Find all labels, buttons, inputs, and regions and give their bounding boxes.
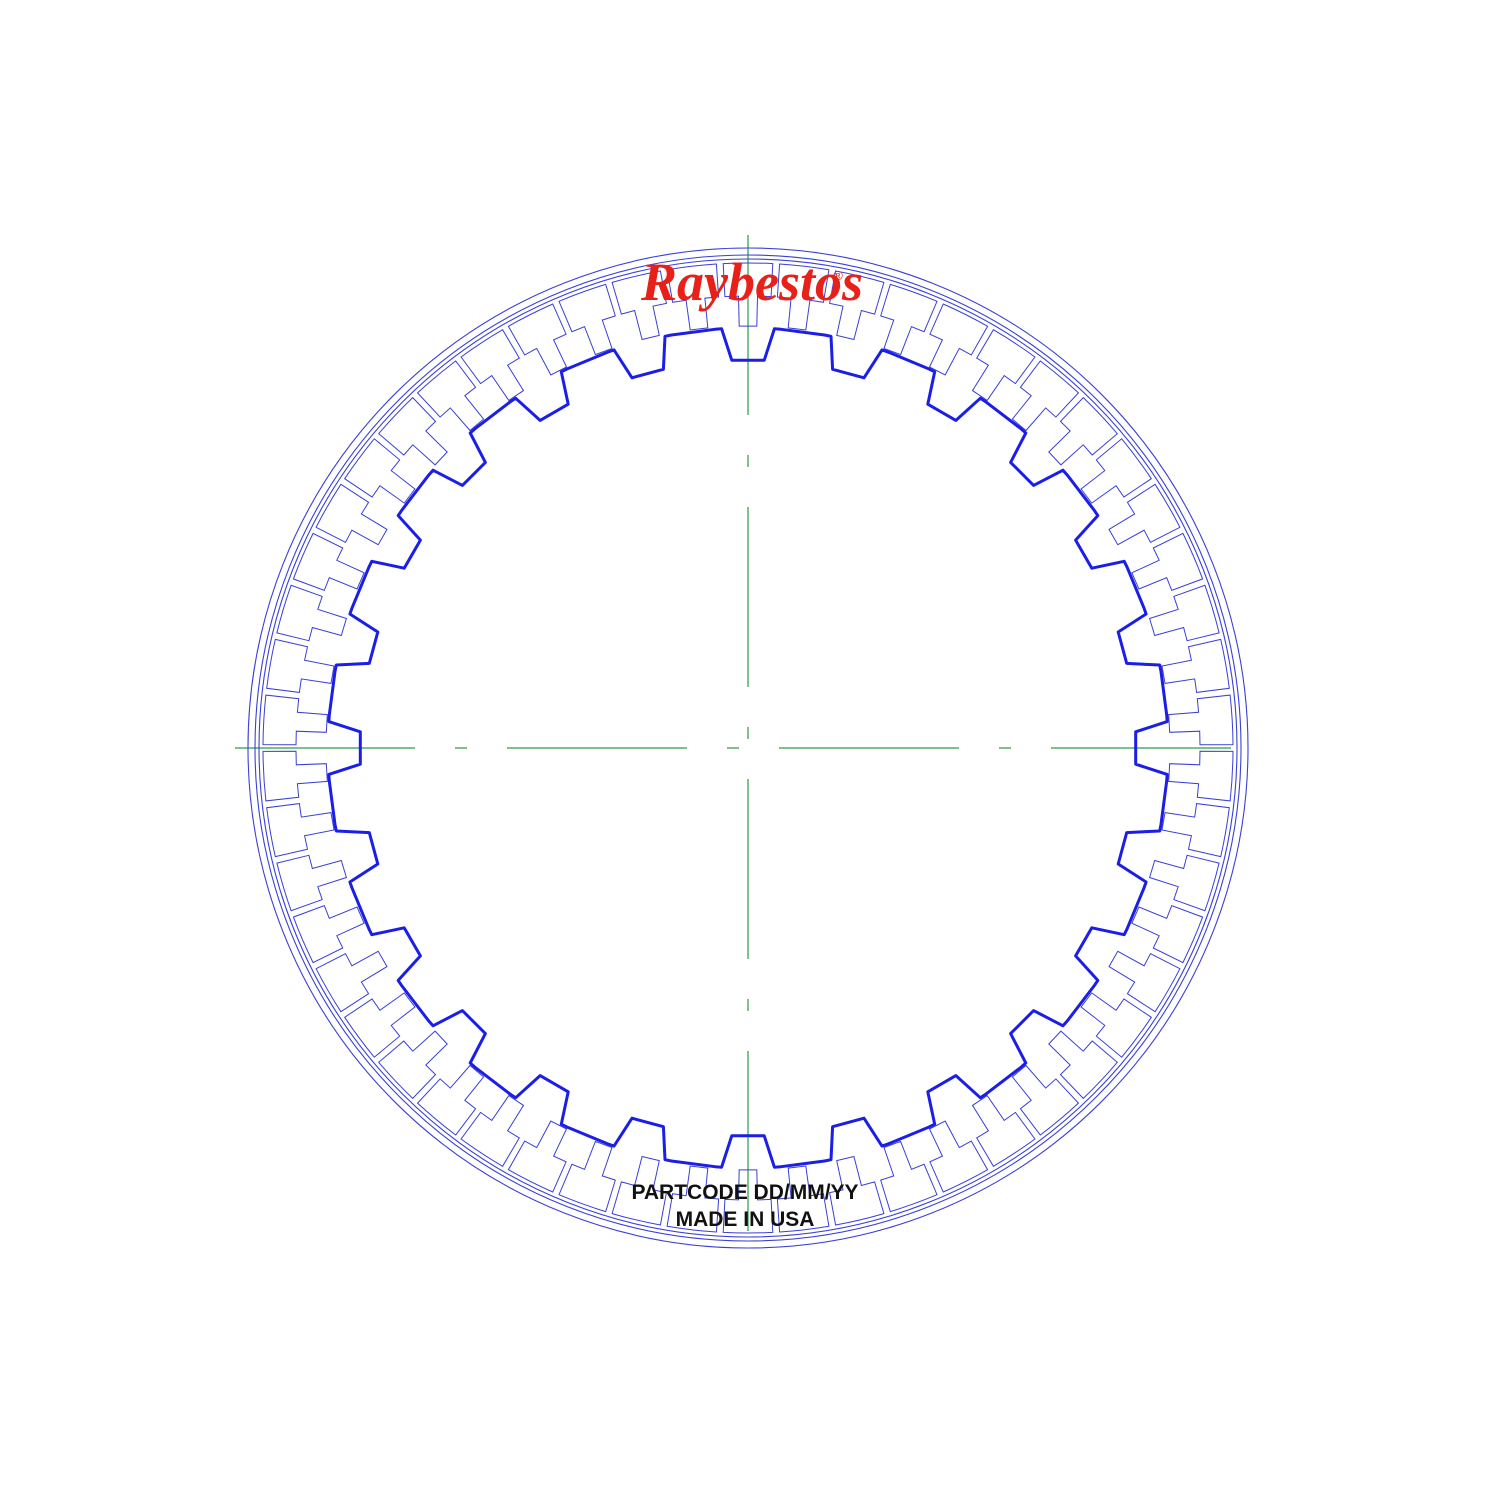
friction-pad [1049, 398, 1118, 465]
friction-pad [1150, 855, 1220, 910]
friction-pad [1162, 804, 1229, 857]
part-stamp: PARTCODE DD/MM/YY MADE IN USA [631, 1181, 858, 1231]
made-in-text: MADE IN USA [676, 1208, 815, 1231]
brand-logo: Raybestos ® [640, 252, 863, 312]
friction-pad [379, 398, 448, 465]
friction-pad [263, 751, 327, 801]
friction-pad [316, 951, 387, 1011]
friction-pad [930, 1121, 988, 1192]
friction-pad [508, 1121, 566, 1192]
friction-pad [1169, 751, 1233, 801]
friction-pad [1012, 1066, 1078, 1136]
friction-pad [881, 284, 937, 354]
friction-pad [1012, 361, 1078, 431]
friction-pad [508, 304, 566, 375]
partcode-text: PARTCODE DD/MM/YY [631, 1181, 858, 1204]
friction-pad [930, 304, 988, 375]
friction-pad [1162, 639, 1229, 692]
friction-pad [316, 484, 387, 544]
friction-pad [1150, 585, 1220, 640]
friction-pad [1049, 1031, 1118, 1098]
friction-pad [881, 1141, 937, 1211]
friction-pad [559, 284, 615, 354]
friction-pad [1109, 951, 1180, 1011]
centerlines [235, 235, 1262, 1262]
friction-pad [418, 1066, 484, 1136]
friction-pad [379, 1031, 448, 1098]
friction-pad [267, 804, 334, 857]
registered-mark: ® [833, 268, 843, 283]
friction-pad [277, 855, 347, 910]
friction-pad [418, 361, 484, 431]
brand-logo-text: Raybestos [640, 252, 863, 312]
friction-pad [267, 639, 334, 692]
inner-spline-teeth [329, 329, 1167, 1167]
friction-pad [1169, 695, 1233, 745]
friction-pad [277, 585, 347, 640]
friction-pad [1109, 484, 1180, 544]
friction-pad [559, 1141, 615, 1211]
friction-pad [263, 695, 327, 745]
spline-profile [329, 329, 1167, 1167]
